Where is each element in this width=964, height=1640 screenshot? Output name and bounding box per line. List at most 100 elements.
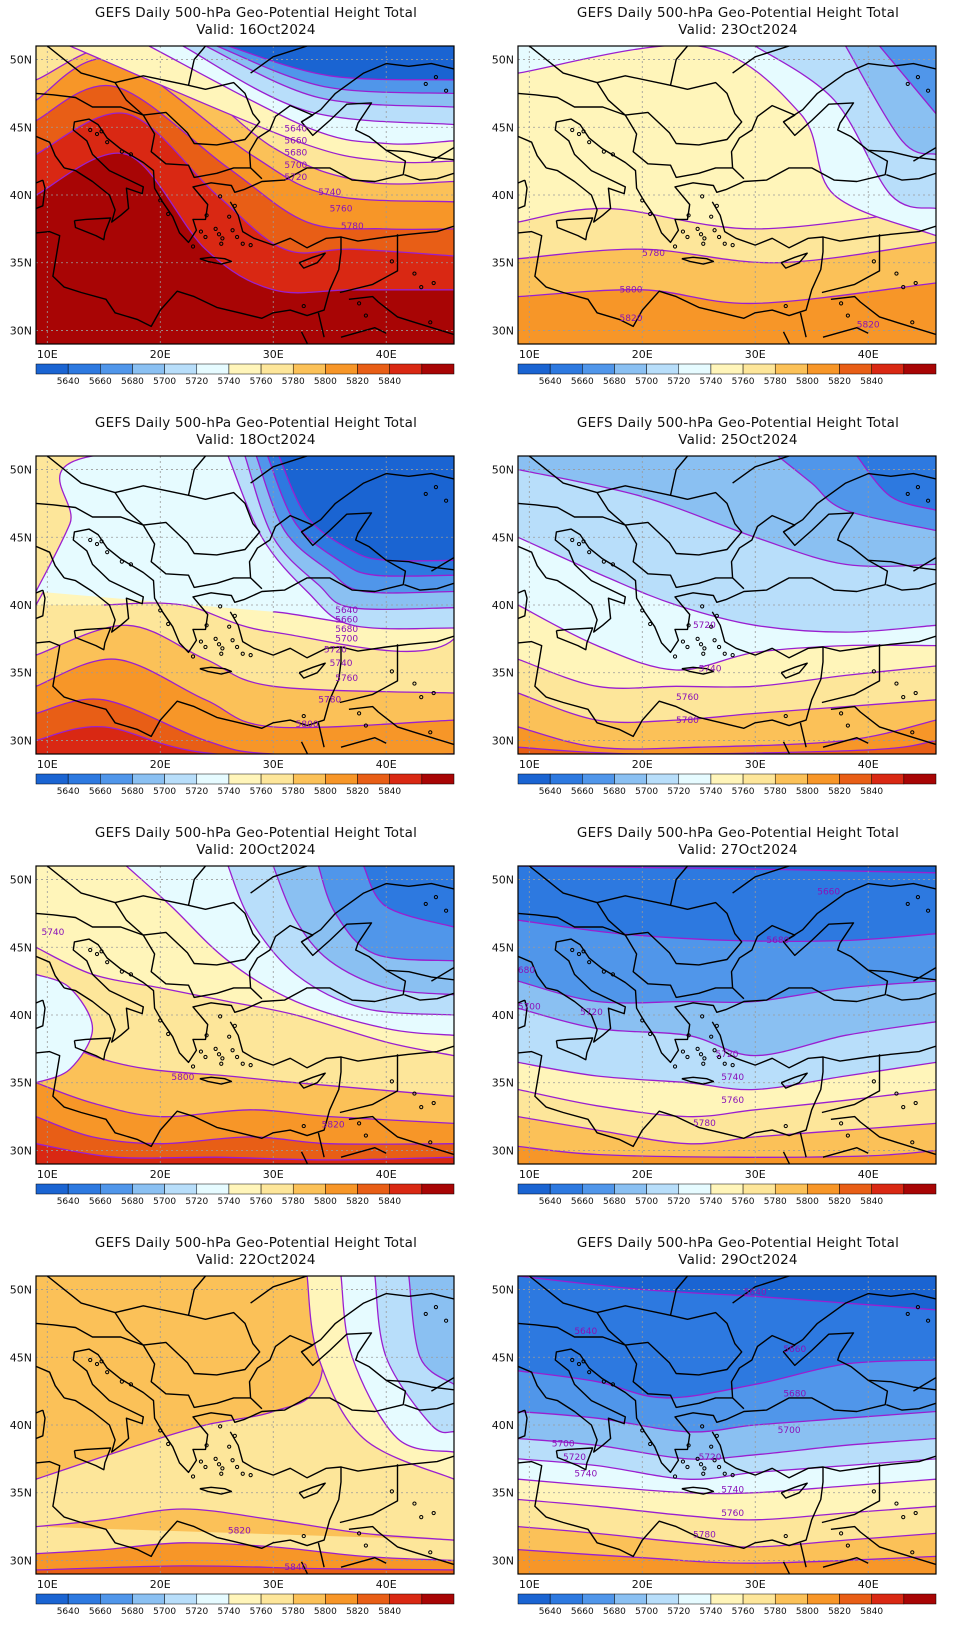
lon-label: 20E: [150, 758, 171, 771]
coastline: [822, 327, 869, 338]
island-outline: [219, 1061, 224, 1066]
colorbar-label: 5680: [121, 1197, 144, 1207]
colorbar-swatch: [67, 773, 101, 785]
coastline: [348, 1115, 454, 1156]
island-outline: [701, 651, 706, 656]
island-outline: [680, 1049, 686, 1054]
contour-label: 5720: [284, 173, 307, 183]
colorbar-label: 5740: [217, 1197, 240, 1207]
lon-label: 30E: [263, 1578, 284, 1591]
contour-line: [36, 1027, 454, 1097]
colorbar-swatch: [389, 363, 423, 375]
contour-line: [227, 456, 454, 630]
contour-label: 5660: [335, 616, 358, 626]
coastline: [732, 866, 790, 894]
island-outline: [240, 1061, 245, 1066]
coastline: [782, 1561, 791, 1574]
height-band: [36, 726, 454, 754]
contour-line: [36, 57, 454, 203]
colorbar-swatch: [903, 363, 937, 375]
colorbar-swatch: [325, 363, 358, 375]
lon-label: 40E: [858, 348, 879, 361]
coastline: [298, 1482, 326, 1499]
contour-line: [340, 1276, 454, 1453]
island-outline: [702, 1466, 707, 1471]
island-outline: [716, 644, 722, 650]
island-outline: [925, 1318, 931, 1323]
colorbar-swatch: [871, 1183, 905, 1195]
coastline: [518, 1365, 547, 1399]
island-outline: [234, 1464, 240, 1470]
island-outline: [700, 1014, 705, 1019]
coastline: [596, 492, 733, 589]
island-outline: [712, 228, 717, 233]
coastline: [555, 627, 594, 651]
island-outline: [419, 1515, 424, 1520]
coastline: [187, 866, 207, 906]
coastline: [555, 217, 594, 241]
coastline: [340, 1557, 387, 1568]
coastline: [250, 1276, 308, 1304]
colorbar-swatch: [646, 363, 680, 375]
island-outline: [99, 539, 104, 544]
island-outline: [581, 539, 586, 544]
coastline: [681, 1076, 715, 1085]
colorbar-label: 5780: [282, 377, 305, 387]
coastline: [822, 737, 869, 748]
coastline: [681, 666, 715, 675]
island-outline: [232, 1433, 237, 1438]
height-band: [36, 1509, 454, 1541]
colorbar-label: 5680: [121, 377, 144, 387]
contour-line: [518, 919, 936, 942]
island-outline: [128, 972, 133, 977]
island-outline: [871, 1079, 876, 1084]
island-outline: [601, 969, 606, 974]
island-outline: [412, 1501, 417, 1506]
map-panel-25oct: GEFS Daily 500-hPa Geo-Potential Height …: [482, 410, 964, 820]
colorbar-label: 5760: [732, 377, 755, 387]
coastline: [518, 611, 824, 738]
lat-label: 50N: [492, 1284, 514, 1297]
island-outline: [695, 1046, 700, 1051]
island-outline: [587, 550, 592, 555]
height-band: [518, 1116, 936, 1164]
lat-label: 30N: [492, 324, 514, 337]
island-outline: [871, 1489, 876, 1494]
contour-label: 5740: [574, 1469, 597, 1479]
contour-label: 5660: [817, 887, 840, 897]
island-outline: [240, 1471, 245, 1476]
lon-label: 40E: [858, 1578, 879, 1591]
contour-line: [216, 46, 454, 95]
island-outline: [783, 1533, 788, 1539]
island-outline: [702, 1056, 707, 1061]
height-band: [856, 456, 936, 511]
coastline: [518, 589, 528, 620]
panel-valid-date: Valid: 23Oct2024: [678, 22, 798, 38]
lat-label: 30N: [10, 324, 32, 337]
colorbar-label: 5820: [828, 1197, 851, 1207]
colorbar-label: 5800: [796, 377, 819, 387]
island-outline: [871, 669, 876, 674]
contour-label: 5760: [721, 1096, 744, 1106]
island-outline: [783, 1123, 788, 1129]
island-outline: [640, 1428, 645, 1433]
colorbar-swatch: [549, 773, 583, 785]
coastline: [64, 512, 407, 654]
island-outline: [648, 621, 653, 627]
coastline: [518, 866, 743, 966]
lat-label: 40N: [10, 1009, 32, 1022]
colorbar-swatch: [742, 1593, 776, 1605]
colorbar-label: 5640: [539, 1607, 562, 1617]
island-outline: [913, 690, 918, 696]
island-outline: [712, 638, 717, 643]
coastline: [669, 456, 689, 496]
coastline: [681, 1486, 715, 1495]
colorbar-label: 5760: [732, 1607, 755, 1617]
contour-label: 5720: [693, 621, 716, 631]
lat-label: 50N: [10, 874, 32, 887]
coastline: [782, 741, 791, 754]
colorbar-swatch: [582, 1183, 615, 1195]
island-outline: [587, 140, 592, 145]
colorbar-swatch: [389, 1593, 423, 1605]
coastline: [339, 1464, 399, 1524]
